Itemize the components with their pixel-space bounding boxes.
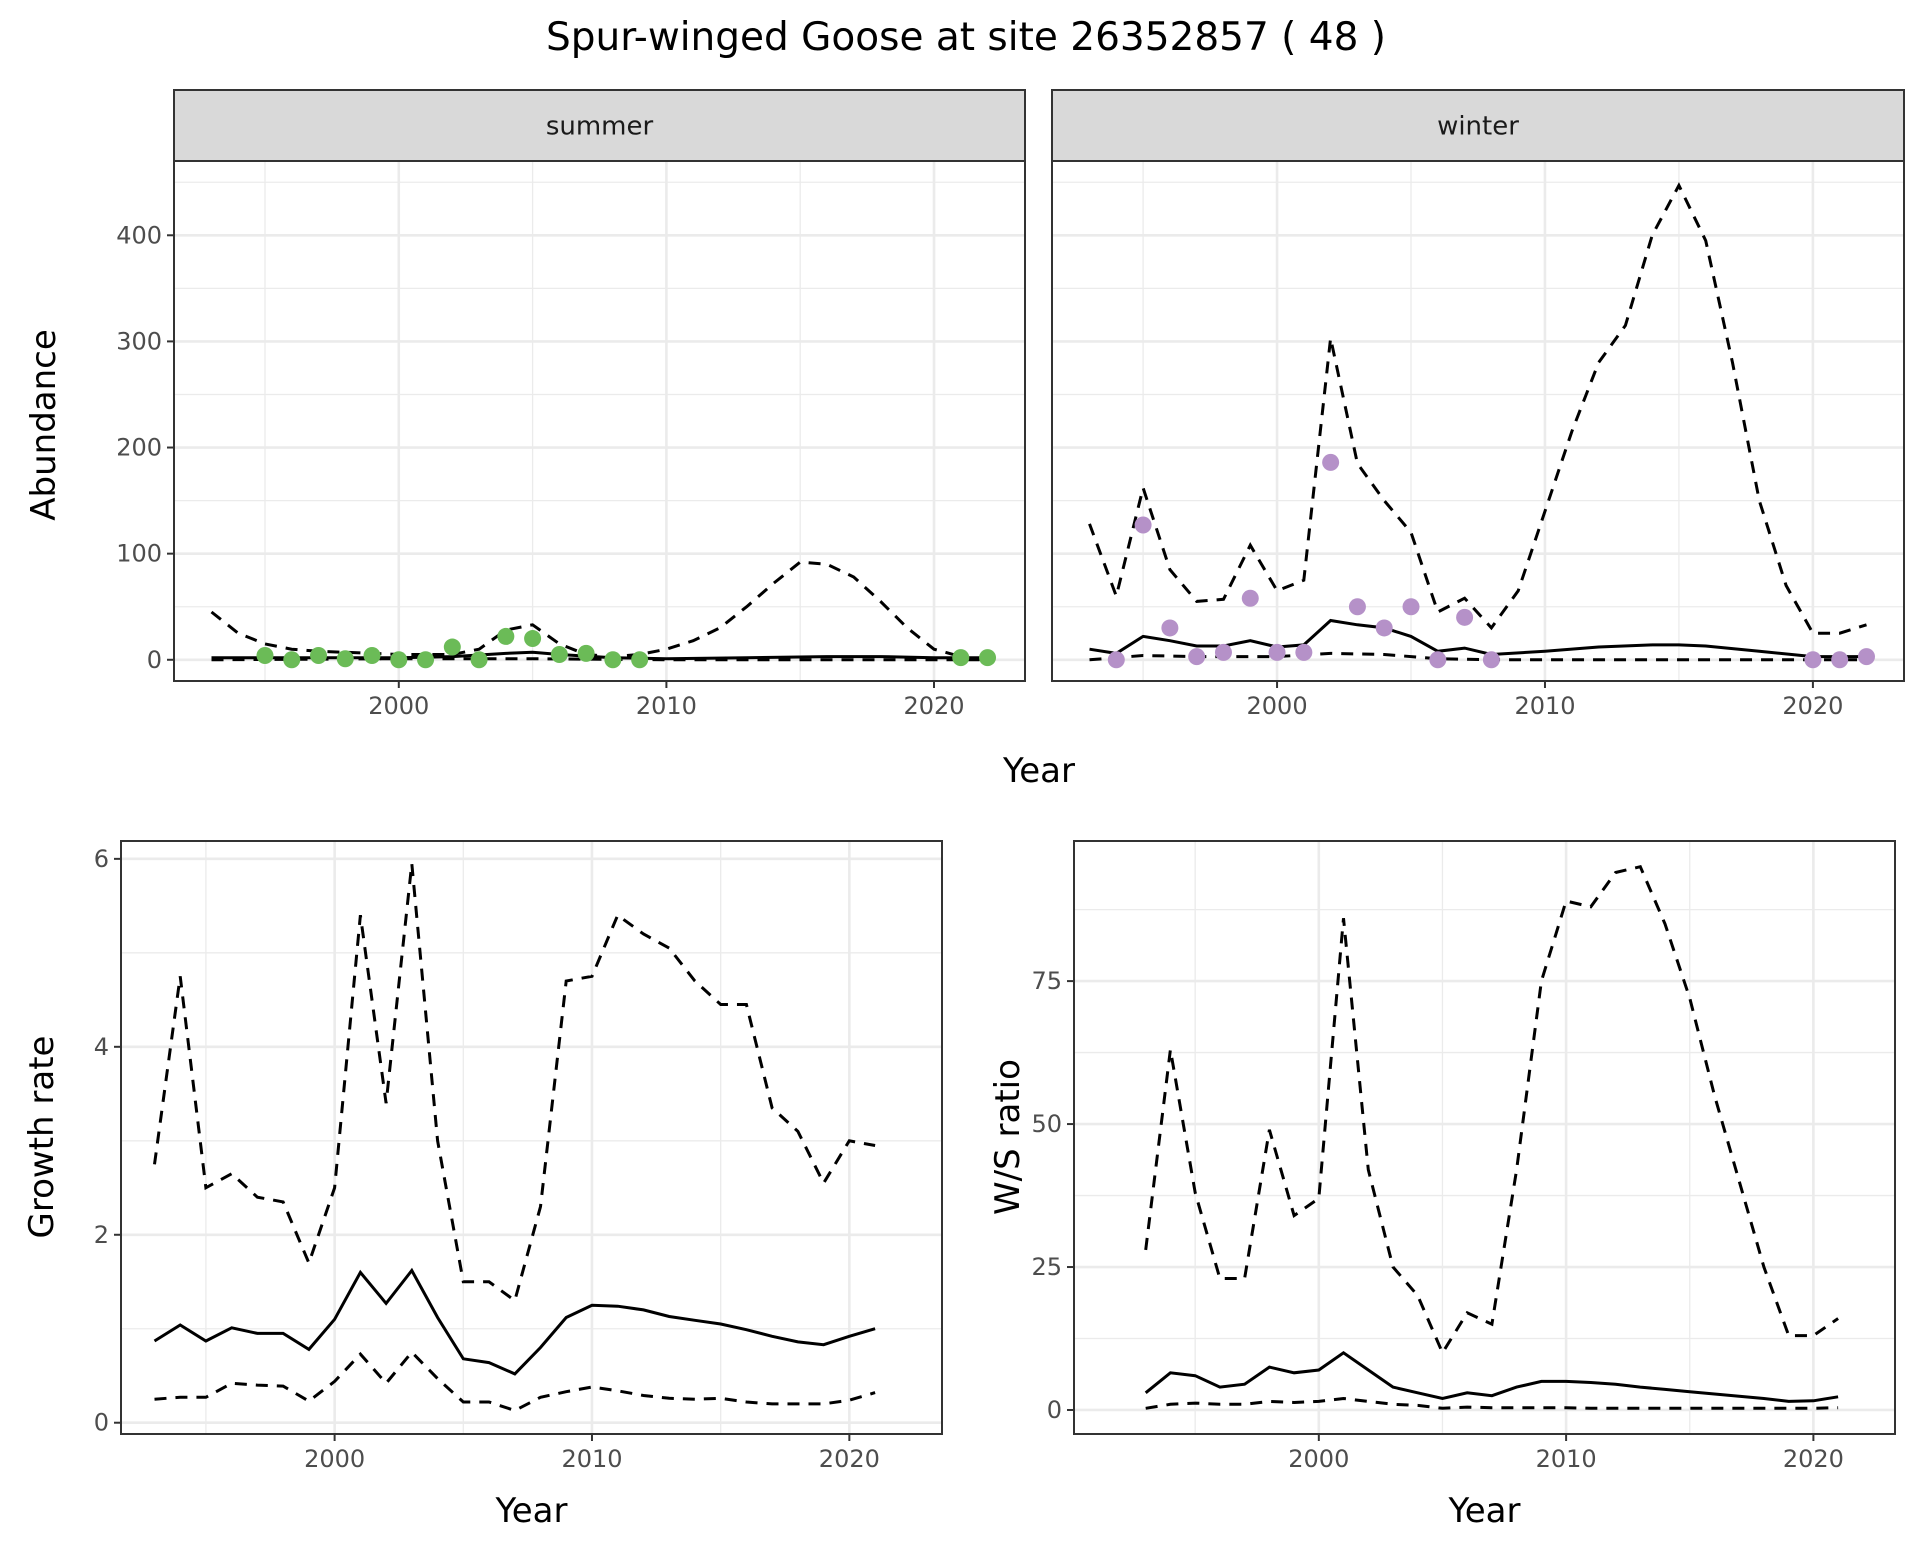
y-axis-title: Abundance [24,329,64,521]
data-point [952,649,970,667]
data-point [1348,598,1366,616]
x-tick-label: 2000 [1247,692,1308,720]
x-tick-label: 2020 [903,692,964,720]
data-point [577,644,595,662]
data-point [1402,598,1420,616]
x-axis-title: Year [1448,1491,1521,1531]
chart-title: Spur-winged Goose at site 26352857 ( 48 … [546,15,1386,60]
data-point [1831,651,1849,669]
data-point [604,651,622,669]
lower-bound-line [211,657,988,662]
x-tick-label: 2000 [1288,1445,1349,1473]
upper-bound-line [1144,864,1839,1357]
data-point [1456,608,1474,626]
mean-line [153,1267,876,1376]
x-tick-label: 2000 [304,1445,365,1473]
data-point [1375,619,1393,637]
facet-strip [1051,89,1905,162]
y-tick-label: 50 [1031,1110,1062,1138]
x-axis-title: Year [495,1491,568,1531]
data-point [1482,651,1500,669]
data-point [283,651,301,669]
y-tick-label: 0 [147,646,162,674]
mean-line [1144,1350,1839,1403]
x-tick-label: 2020 [1783,1445,1844,1473]
data-point [550,645,568,663]
y-tick-label: 0 [1047,1396,1062,1424]
y-axis-title: W/S ratio [988,1059,1028,1215]
panel-border [1051,160,1905,682]
y-tick-label: 100 [116,540,162,568]
data-point [1134,516,1152,534]
data-point [1107,651,1125,669]
y-tick-label: 200 [116,434,162,462]
x-tick-label: 2010 [1536,1445,1597,1473]
y-tick-label: 4 [94,1033,109,1061]
data-point [631,651,649,669]
y-tick-label: 2 [94,1221,109,1249]
data-point [1857,648,1875,666]
data-point [336,650,354,668]
data-point [1322,453,1340,471]
y-axis-title: Growth rate [22,1036,62,1239]
data-point [363,647,381,665]
y-tick-label: 6 [94,845,109,873]
data-point [524,630,542,648]
mean-line [1089,618,1867,659]
data-point [1161,619,1179,637]
data-point [443,638,461,656]
x-tick-label: 2020 [819,1445,880,1473]
panel-2: winter 2000 2010 2020 [1051,89,1905,720]
panel-3: 2000 2010 2020 0 2 4 6 Year Growth rate [22,840,943,1531]
data-point [1804,651,1822,669]
data-point [1268,643,1286,661]
x-tick-label: 2010 [1514,692,1575,720]
facet-strip [173,89,1026,162]
panel-4: 2000 2010 2020 0 25 50 75 Year W/S ratio [988,840,1896,1531]
data-point [1295,643,1313,661]
upper-bound-line [210,560,962,659]
data-point [1429,651,1447,669]
upper-bound-line [153,863,876,1304]
lower-bound-line [154,1349,876,1413]
y-tick-label: 0 [94,1409,109,1437]
data-point [497,627,515,645]
facet-label: summer [546,112,654,142]
lower-bound-line [1089,651,1867,662]
y-tick-label: 25 [1031,1253,1062,1281]
y-tick-label: 75 [1031,967,1062,995]
facet-label: winter [1437,112,1519,142]
data-point [256,647,274,665]
data-point [390,651,408,669]
y-tick-label: 400 [116,221,162,249]
x-tick-label: 2010 [561,1445,622,1473]
data-point [310,647,328,665]
data-point [1214,643,1232,661]
data-point [979,649,997,667]
panel-1: summer 2000 2010 2020 0 100 200 300 400 [116,89,1026,720]
upper-bound-line [1088,182,1867,635]
data-point [1241,589,1259,607]
panel-border [1073,840,1896,1435]
x-tick-label: 2000 [368,692,429,720]
data-point [470,651,488,669]
x-tick-label: 2010 [636,692,697,720]
x-tick-label: 2020 [1782,692,1843,720]
lower-bound-line [1145,1396,1839,1410]
y-tick-label: 300 [116,327,162,355]
data-point [1188,648,1206,666]
mean-line [211,650,988,661]
x-axis-title: Year [1002,751,1075,791]
panel-border [173,160,1026,682]
panel-border [120,840,943,1435]
data-point [417,651,435,669]
